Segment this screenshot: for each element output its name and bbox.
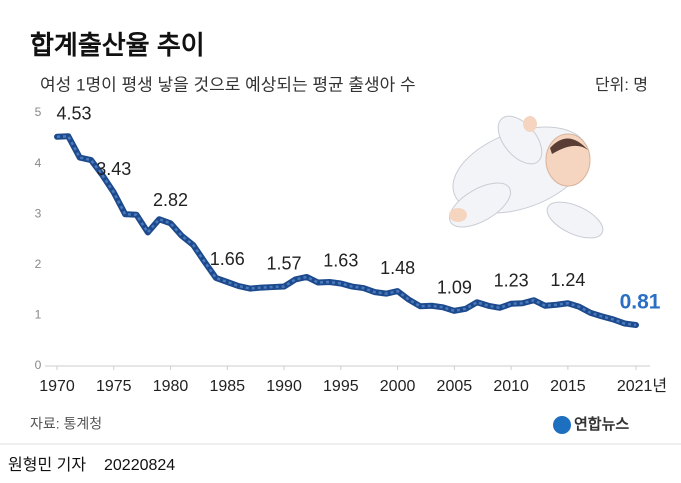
source: 자료: 통계청	[30, 416, 102, 432]
logo: 연합뉴스	[574, 416, 629, 433]
y-tick-label: 2	[35, 257, 42, 271]
data-label: 3.43	[96, 159, 131, 179]
data-label: 2.82	[153, 190, 188, 210]
data-label: 1.23	[494, 271, 529, 291]
x-tick-label: 1970	[39, 378, 75, 395]
data-label: 1.66	[210, 249, 245, 269]
y-tick-label: 3	[35, 206, 42, 220]
x-tick-label: 1975	[96, 378, 132, 395]
baby-illustration	[448, 115, 604, 239]
x-tick-label: 2015	[550, 378, 586, 395]
data-label: 4.53	[56, 104, 91, 124]
subtitle: 여성 1명이 평생 낳을 것으로 예상되는 평균 출생아 수	[40, 75, 416, 94]
x-tick-label: 1990	[266, 378, 302, 395]
x-tick-label: 1985	[209, 378, 245, 395]
data-label: 1.57	[267, 253, 302, 273]
line-texture	[56, 134, 637, 327]
unit-note: 단위: 명	[595, 76, 648, 94]
logo-icon	[553, 416, 571, 434]
x-tick-label: 1995	[323, 378, 359, 395]
data-label: 0.81	[620, 291, 661, 314]
y-tick-label: 4	[35, 156, 42, 170]
y-tick-label: 5	[35, 105, 42, 119]
x-tick-label: 2005	[437, 378, 473, 395]
byline: 원형민 기자	[8, 456, 86, 474]
data-label: 1.63	[323, 250, 358, 270]
date: 20220824	[104, 457, 175, 474]
x-tick-label: 2010	[493, 378, 529, 395]
x-tick-label: 1980	[153, 378, 189, 395]
x-tick-label: 2000	[380, 378, 416, 395]
data-label: 1.48	[380, 258, 415, 278]
x-tick-label: 2021년	[617, 377, 667, 395]
y-tick-label: 0	[35, 358, 42, 372]
y-tick-label: 1	[35, 308, 42, 322]
data-label: 1.24	[550, 270, 585, 290]
data-label: 1.09	[437, 278, 472, 298]
chart-title: 합계출산율 추이	[30, 30, 205, 60]
